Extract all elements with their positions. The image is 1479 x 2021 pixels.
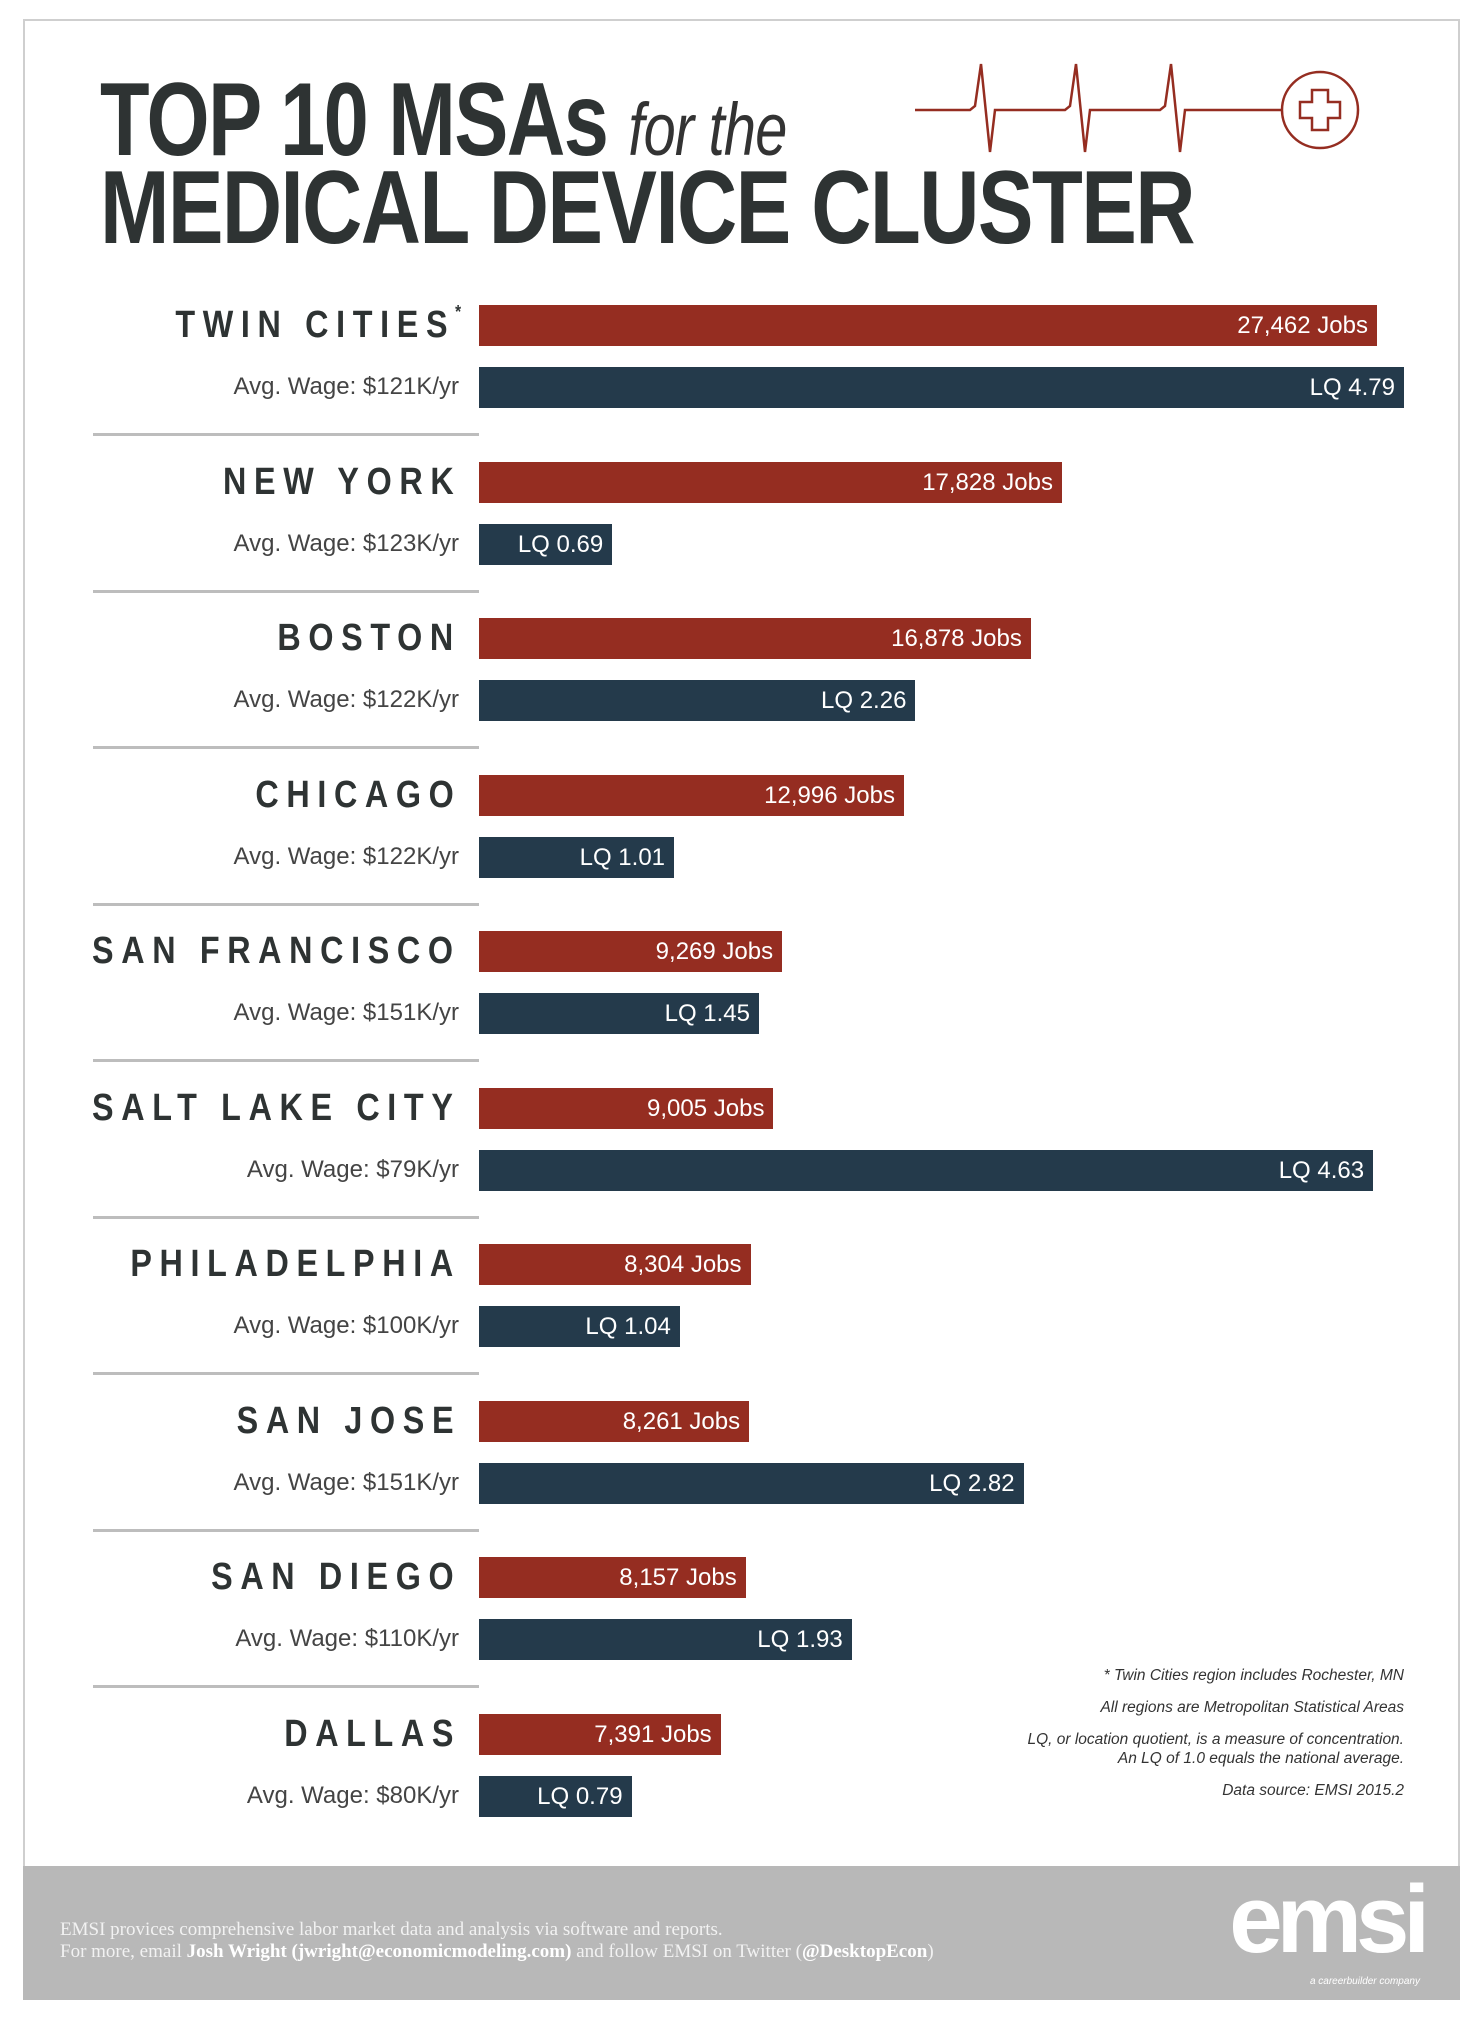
footer-line-1: EMSI provices comprehensive labor market… [60,1919,723,1940]
row-divider [93,589,479,593]
lq-bar: LQ 0.69 [479,523,613,565]
footer-line-2a: For more, email [60,1941,187,1962]
city-label: TWIN CITIES* [175,303,461,347]
city-name: SALT LAKE CITY [92,1086,461,1129]
note-lq-1: LQ, or location quotient, is a measure o… [1027,1731,1404,1748]
footer-text: EMSI provices comprehensive labor market… [60,1919,934,1963]
city-name: PHILADELPHIA [130,1243,461,1285]
title-italic: for the [628,88,787,171]
emsi-logo: emsi [1229,1866,1430,1973]
avg-wage-label: Avg. Wage: $121K/yr [233,373,459,400]
footer: EMSI provices comprehensive labor market… [23,1866,1460,2000]
city-label: NEW YORK [223,460,461,504]
city-name: CHICAGO [254,773,461,816]
jobs-bar: 17,828 Jobs [479,461,1062,503]
jobs-bar: 8,157 Jobs [479,1557,746,1598]
city-label: SAN JOSE [236,1399,461,1443]
lq-bar: LQ 4.79 [479,367,1404,408]
avg-wage-label: Avg. Wage: $100K/yr [233,1312,459,1339]
title-line-1: TOP 10 MSAs for the [100,68,787,172]
avg-wage-label: Avg. Wage: $151K/yr [233,1468,459,1496]
row-divider [93,746,479,749]
note-source: Data source: EMSI 2015.2 [1222,1782,1404,1799]
city-label: DALLAS [284,1712,461,1756]
city-name: BOSTON [277,617,461,659]
city-label: SALT LAKE CITY [93,1086,461,1130]
jobs-bar: 8,261 Jobs [479,1400,750,1442]
lq-bar: LQ 2.26 [479,680,916,721]
row-divider [93,1059,479,1062]
title-line-2: MEDICAL DEVICE CLUSTER [100,150,1196,266]
note-msa: All regions are Metropolitan Statistical… [1100,1699,1404,1716]
footer-line-2b: and follow EMSI on Twitter ( [571,1941,802,1962]
row-divider [93,902,479,906]
heartbeat-cross-icon [915,63,1360,153]
city-name: TWIN CITIES [175,304,456,346]
jobs-bar: 27,462 Jobs [479,305,1377,346]
notes: * Twin Cities region includes Rochester,… [1027,1666,1404,1813]
row-divider [93,1215,479,1219]
avg-wage-label: Avg. Wage: $110K/yr [235,1625,459,1652]
avg-wage-label: Avg. Wage: $122K/yr [233,842,459,870]
title-bold: TOP 10 MSAs [100,62,609,178]
city-name: DALLAS [284,1712,461,1755]
lq-bar: LQ 1.01 [479,836,675,878]
footnote-mark: * [455,302,461,322]
jobs-bar: 9,269 Jobs [479,931,783,972]
lq-bar: LQ 4.63 [479,1149,1374,1191]
row-divider [93,1685,479,1688]
lq-bar: LQ 0.79 [479,1775,632,1817]
lq-bar: LQ 1.04 [479,1306,680,1347]
city-name: SAN JOSE [236,1399,461,1442]
twitter-link[interactable]: @DesktopEcon [801,1941,928,1962]
infographic-frame [23,19,1460,2000]
row-divider [93,1528,479,1532]
jobs-bar: 7,391 Jobs [479,1713,721,1755]
row-divider [93,433,479,436]
avg-wage-label: Avg. Wage: $123K/yr [233,529,459,557]
footer-line-2c: ) [927,1941,934,1962]
lq-bar: LQ 1.45 [479,993,759,1034]
jobs-bar: 12,996 Jobs [479,774,904,816]
lq-bar: LQ 2.82 [479,1462,1024,1504]
city-name: SAN DIEGO [210,1556,461,1598]
avg-wage-label: Avg. Wage: $122K/yr [233,686,459,713]
row-divider [93,1372,479,1375]
avg-wage-label: Avg. Wage: $80K/yr [246,1781,459,1809]
city-name: SAN FRANCISCO [92,930,461,972]
note-lq: LQ, or location quotient, is a measure o… [1027,1730,1404,1768]
city-name: NEW YORK [222,460,461,503]
city-label: BOSTON [278,616,461,660]
lq-bar: LQ 1.93 [479,1619,852,1660]
jobs-bar: 8,304 Jobs [479,1244,751,1285]
city-label: SAN DIEGO [211,1555,461,1599]
avg-wage-label: Avg. Wage: $79K/yr [246,1155,459,1183]
avg-wage-label: Avg. Wage: $151K/yr [233,999,459,1026]
city-label: PHILADELPHIA [131,1242,461,1286]
jobs-bar: 9,005 Jobs [479,1087,774,1129]
city-label: SAN FRANCISCO [92,929,461,973]
note-twin-cities: * Twin Cities region includes Rochester,… [1103,1667,1404,1684]
note-lq-2: An LQ of 1.0 equals the national average… [1117,1750,1404,1767]
jobs-bar: 16,878 Jobs [479,618,1031,659]
city-label: CHICAGO [255,773,461,817]
contact-email-link[interactable]: Josh Wright (jwright@economicmodeling.co… [186,1941,572,1962]
logo-tagline: a careerbuilder company [1309,1976,1420,1987]
